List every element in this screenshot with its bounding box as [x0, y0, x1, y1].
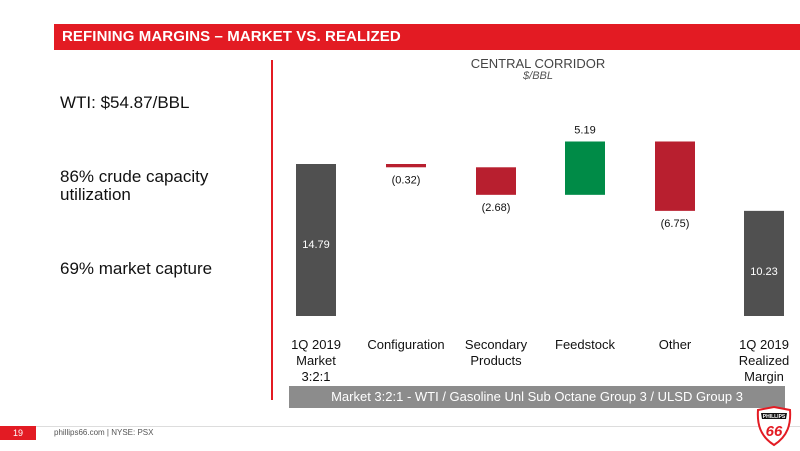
footer-text: phillips66.com | NYSE: PSX	[54, 428, 154, 437]
bar-5	[744, 210, 784, 316]
phillips66-shield-logo-icon: PHILLIPS 66	[756, 405, 792, 447]
kpi-wti: WTI: $54.87/BBL	[60, 93, 190, 112]
kpi-market-capture: 69% market capture	[60, 259, 213, 278]
logo-text: PHILLIPS	[763, 414, 786, 420]
page-number: 19	[0, 426, 36, 440]
category-label-4: Other	[659, 337, 692, 352]
header-band	[54, 24, 800, 50]
footnote-bar: Market 3:2:1 - WTI / Gasoline Unl Sub Oc…	[289, 386, 785, 408]
bar-2	[476, 167, 516, 195]
page-title: REFINING MARGINS – MARKET VS. REALIZED	[62, 28, 401, 45]
category-label-2: Secondary Products	[465, 337, 528, 368]
value-label-3: 5.19	[574, 124, 595, 136]
vertical-divider	[271, 60, 273, 400]
category-label-5: 1Q 2019 Realized Margin	[739, 337, 790, 384]
bar-1	[386, 164, 426, 168]
value-label-4: (6.75)	[661, 218, 690, 230]
value-label-5: 10.23	[750, 266, 778, 278]
value-label-1: (0.32)	[392, 174, 421, 186]
bar-0	[296, 164, 336, 316]
category-label-1: Configuration	[367, 337, 444, 352]
logo-number: 66	[766, 423, 783, 440]
footer-rule	[0, 426, 800, 427]
kpi-utilization: 86% crude capacity utilization	[60, 167, 209, 204]
value-label-0: 14.79	[302, 239, 330, 251]
category-label-3: Feedstock	[555, 337, 615, 352]
bar-4	[655, 141, 695, 211]
chart-unit: $/BBL	[523, 70, 553, 82]
category-label-0: 1Q 2019 Market 3:2:1	[291, 337, 341, 384]
bar-3	[565, 141, 605, 195]
value-label-2: (2.68)	[482, 202, 511, 214]
chart-title: CENTRAL CORRIDOR	[470, 56, 606, 71]
